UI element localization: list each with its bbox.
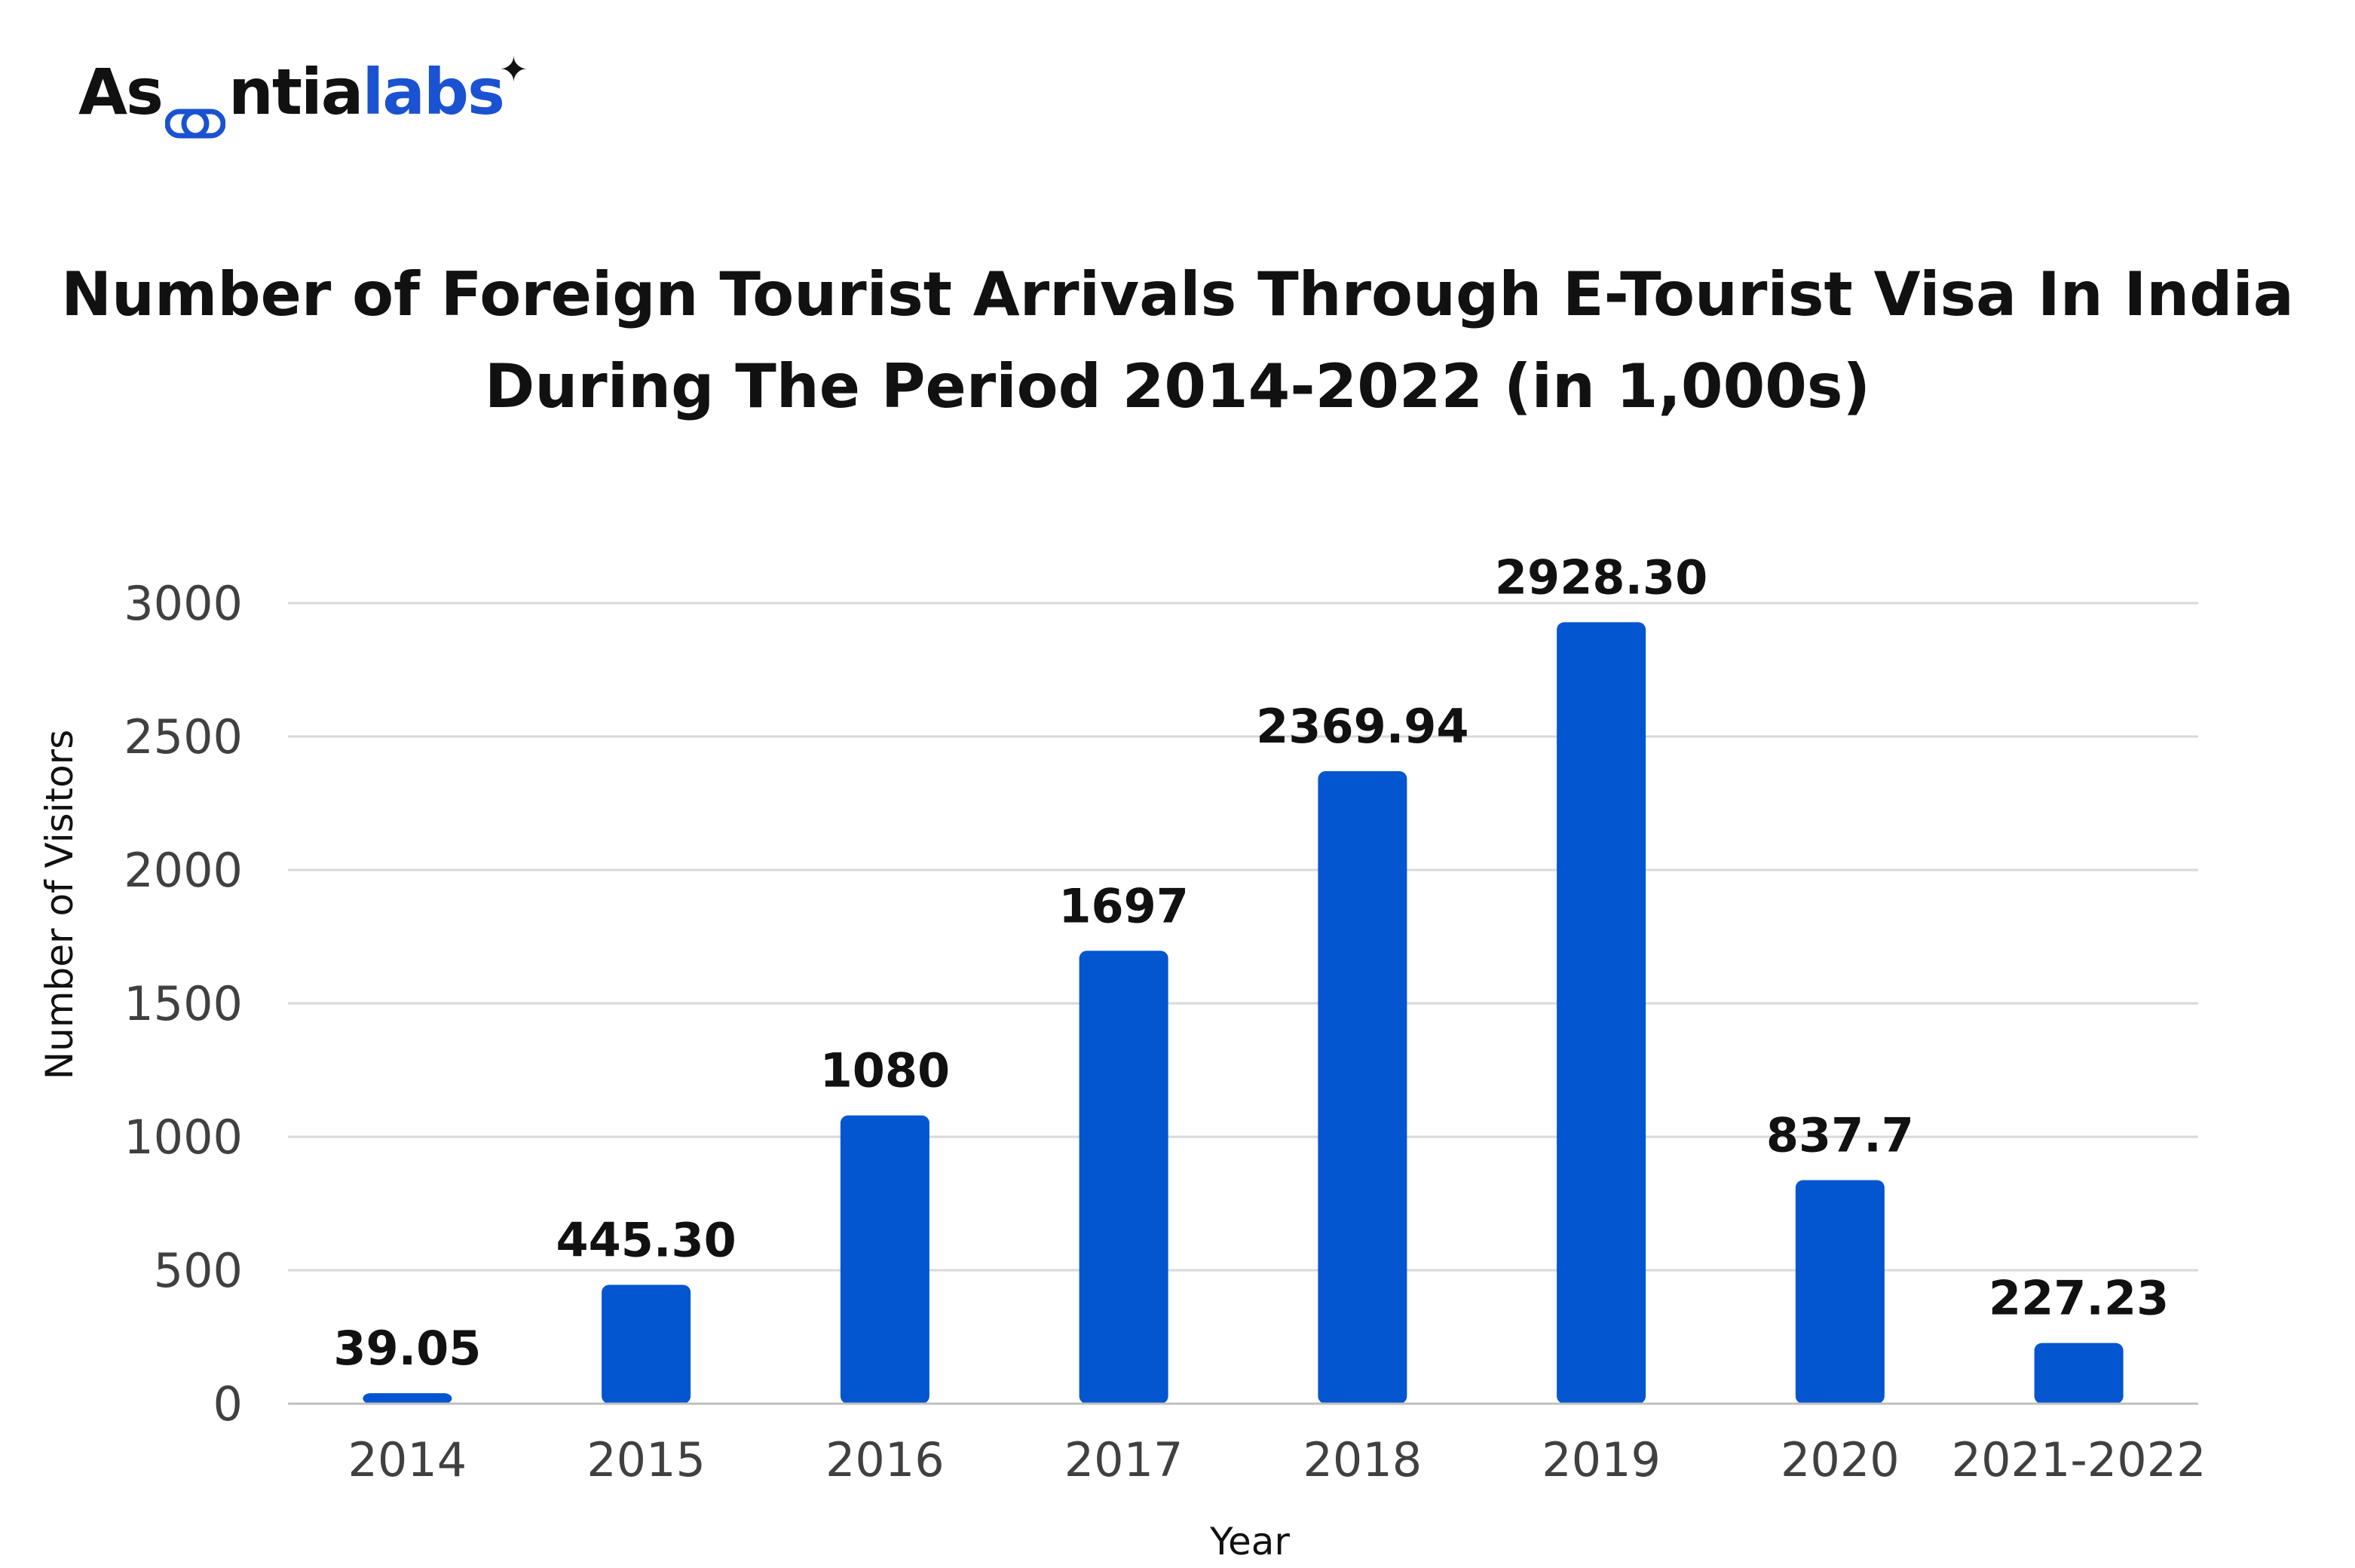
data-label: 2369.94: [1256, 699, 1468, 754]
y-tick-label: 0: [213, 1377, 243, 1432]
x-axis-tick-labels: 2014 2015 2016 2017 2018 2019 2020 2021-2022: [348, 1432, 2206, 1487]
bar: [1795, 1180, 1885, 1404]
data-labels: 39.05 445.30 1080 1697 2369.94 2928.30 837.7 22…: [333, 550, 2169, 1376]
bar: [363, 1393, 452, 1404]
bar: [2034, 1343, 2124, 1404]
bar: [840, 1115, 929, 1404]
y-tick-label: 2000: [124, 843, 243, 898]
x-tick-label: 2017: [1064, 1432, 1184, 1487]
y-tick-label: 2500: [124, 709, 243, 764]
y-axis-label: Number of Visitors: [38, 730, 81, 1080]
x-axis-label: Year: [1209, 1520, 1290, 1563]
bar: [1318, 771, 1407, 1404]
bar: [1557, 622, 1646, 1404]
y-tick-label: 3000: [124, 576, 243, 631]
data-label: 1080: [820, 1043, 951, 1098]
data-label: 1697: [1058, 878, 1189, 933]
x-tick-label: 2019: [1542, 1432, 1661, 1487]
data-label: 445.30: [556, 1212, 736, 1267]
brand-name-part-2: ntia: [228, 55, 363, 129]
brand-name-part-3: labs: [362, 55, 505, 129]
x-tick-label: 2020: [1781, 1432, 1900, 1487]
chart-title-line-2: During The Period 2014-2022 (in 1,000s): [484, 351, 1871, 421]
x-tick-label: 2015: [586, 1432, 706, 1487]
gridlines: [288, 602, 2198, 1272]
y-axis-tick-labels: 0 500 1000 1500 2000 2500 3000: [124, 576, 243, 1432]
bar: [602, 1285, 691, 1404]
chart-title: Number of Foreign Tourist Arrivals Throu…: [0, 249, 2355, 433]
brand-logo: As ntia labs ✦: [78, 47, 528, 139]
chain-link-icon: [164, 81, 226, 139]
x-tick-label: 2016: [825, 1432, 945, 1487]
x-tick-label: 2021-2022: [1952, 1432, 2206, 1487]
brand-name-part-1: As: [78, 55, 164, 129]
y-tick-label: 1500: [124, 976, 243, 1031]
y-tick-label: 1000: [124, 1110, 243, 1165]
y-tick-label: 500: [154, 1243, 243, 1298]
x-tick-label: 2018: [1303, 1432, 1422, 1487]
chart-title-line-1: Number of Foreign Tourist Arrivals Throu…: [61, 259, 2294, 329]
data-label: 39.05: [333, 1321, 481, 1376]
sparkle-icon: ✦: [499, 49, 528, 90]
x-tick-label: 2014: [348, 1432, 467, 1487]
data-label: 837.7: [1766, 1107, 1914, 1162]
data-label: 227.23: [1989, 1271, 2169, 1326]
bars: [363, 622, 2124, 1404]
bar: [1079, 951, 1168, 1404]
data-label: 2928.30: [1495, 550, 1707, 605]
